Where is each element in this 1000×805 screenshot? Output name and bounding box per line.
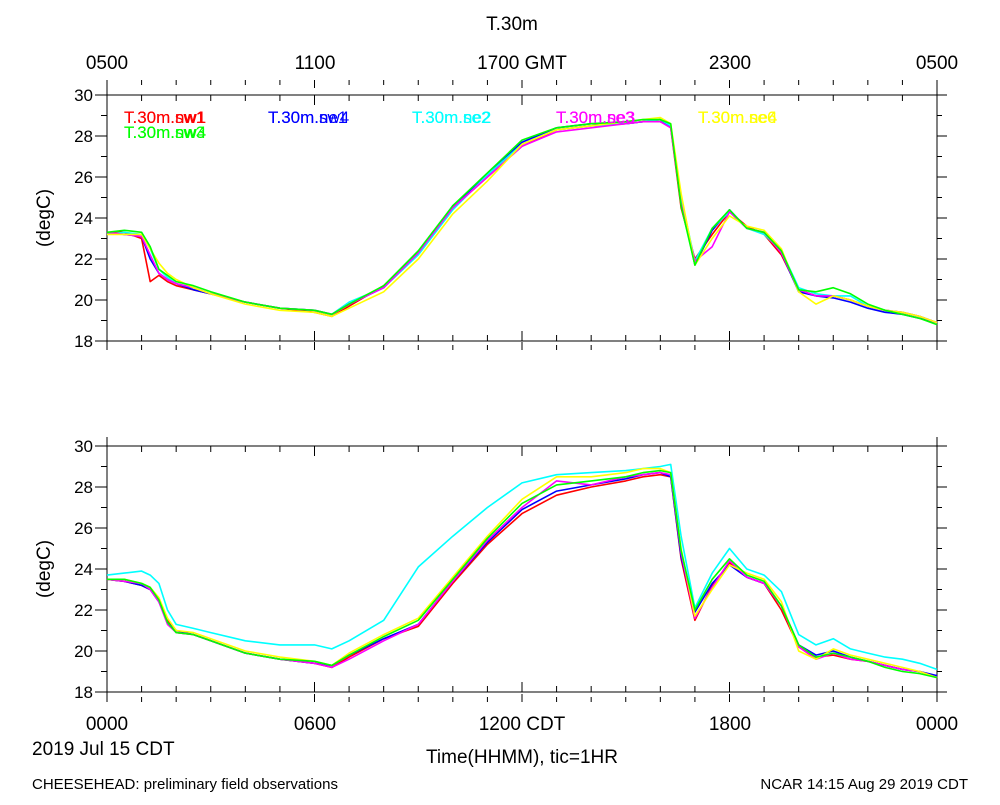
- y-tick-label: 30: [74, 437, 93, 456]
- legend-entry: T.30m.ne3: [556, 108, 635, 127]
- y-tick-label: 18: [74, 332, 93, 351]
- series-line: [106, 473, 938, 679]
- top-axis-tick-label: 0500: [916, 53, 958, 74]
- y-axis-label: (degC): [34, 540, 55, 598]
- series-line: [106, 463, 938, 671]
- y-tick-label: 22: [74, 250, 93, 269]
- footer-right: NCAR 14:15 Aug 29 2019 CDT: [760, 776, 968, 793]
- legend-entry: T.30m.ne4: [698, 108, 777, 127]
- series-line: [107, 467, 938, 679]
- bottom-axis-tick-label: 0000: [916, 714, 958, 735]
- y-tick-label: 24: [74, 209, 93, 228]
- y-tick-label: 22: [74, 601, 93, 620]
- y-tick-label: 24: [74, 560, 93, 579]
- legend-entry: T.30m.nw4: [124, 123, 206, 142]
- series-line: [106, 120, 938, 324]
- y-tick-label: 28: [74, 127, 93, 146]
- date-label: 2019 Jul 15 CDT: [32, 739, 175, 760]
- bottom-axis-tick-label: 0600: [294, 714, 336, 735]
- legend-entry: T.30m.sw4: [268, 108, 349, 127]
- top-axis-tick-label: 0500: [86, 53, 128, 74]
- legend-entry: T.30m.ne1: [268, 108, 347, 127]
- y-tick-label: 28: [74, 478, 93, 497]
- legend-entry: T.30m.nw1: [124, 108, 206, 127]
- bottom-axis-tick-label: 1200 CDT: [479, 714, 566, 735]
- y-tick-label: 26: [74, 519, 93, 538]
- legend-entry: T.30m.sw3: [124, 123, 205, 142]
- x-axis-label: Time(HHMM), tic=1HR: [426, 747, 618, 768]
- y-tick-label: 20: [74, 642, 93, 661]
- legend-entry: T.30m.se2: [412, 108, 490, 127]
- legend-entry: T.30m.sw1: [124, 108, 205, 127]
- chart-title: T.30m: [486, 14, 538, 35]
- footer-left: CHEESEHEAD: preliminary field observatio…: [32, 776, 338, 793]
- legend-entry: T.30m.ne2: [412, 108, 491, 127]
- plot-frame: [106, 94, 938, 342]
- top-axis-tick-label: 2300: [709, 53, 751, 74]
- y-tick-label: 26: [74, 168, 93, 187]
- series-line: [107, 469, 938, 679]
- y-axis-label: (degC): [34, 189, 55, 247]
- y-tick-label: 18: [74, 683, 93, 702]
- top-axis-tick-label: 1100: [295, 53, 336, 74]
- bottom-axis-tick-label: 1800: [709, 714, 751, 735]
- bottom-axis-tick-label: 0000: [86, 714, 128, 735]
- y-tick-label: 30: [74, 86, 93, 105]
- legend-entry: T.30m.se3: [556, 108, 634, 127]
- top-axis-tick-label: 1700 GMT: [477, 53, 567, 74]
- y-tick-label: 20: [74, 291, 93, 310]
- series-line: [106, 118, 938, 326]
- legend-entry: T.30m.se6: [698, 108, 776, 127]
